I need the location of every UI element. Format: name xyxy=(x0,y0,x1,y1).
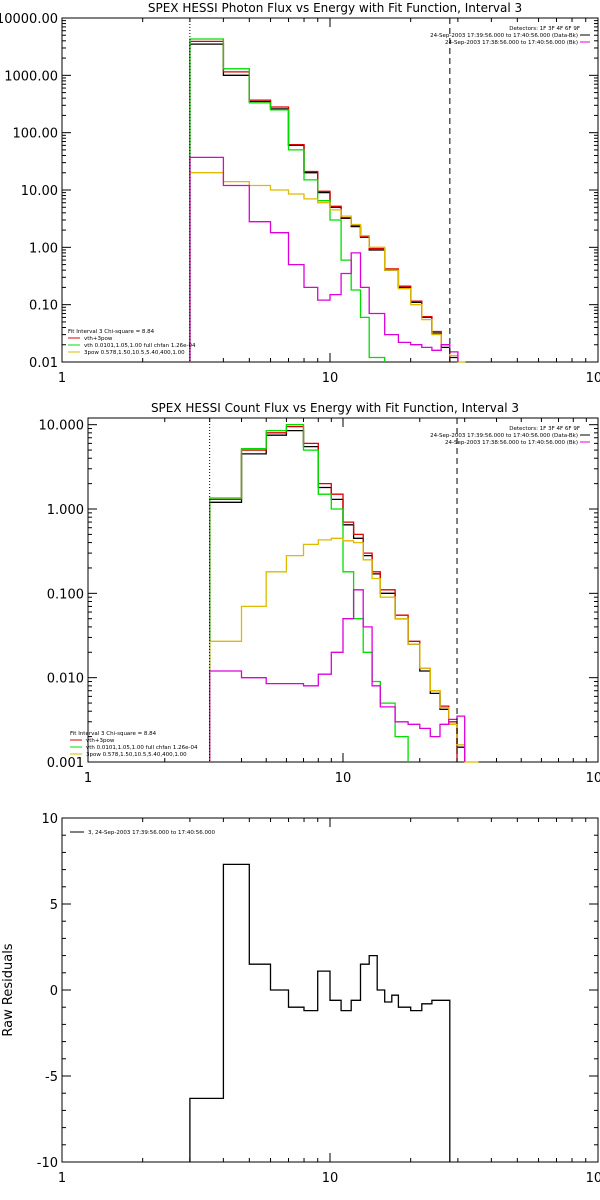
photon-flux-info-bk-interval: 24-Sep-2003 17:38:56.000 to 17:40:56.000… xyxy=(445,40,578,46)
x-tick-label: 100 xyxy=(586,371,600,386)
photon-flux-axis-ticks: 1 10 100 0.01 0.10 1.00 10.00 100.00 1000.00 1000… xyxy=(0,12,600,386)
series-step-line xyxy=(209,589,466,762)
photon-flux-title: SPEX HESSI Photon Flux vs Energy with Fi… xyxy=(148,1,522,15)
series-step-line xyxy=(189,40,451,362)
count-flux-fit-line-1: vth+3pow xyxy=(86,738,115,744)
y-tick-label: 0.010 xyxy=(47,672,84,687)
photon-flux-info-box: Detectors: 1F 3F 4F 6F 9F 24-Sep-2003 17… xyxy=(430,26,590,46)
x-tick-label: 100 xyxy=(586,1171,600,1186)
x-tick-label: 10 xyxy=(322,1171,339,1186)
count-flux-plot-frame xyxy=(87,417,599,763)
photon-flux-fit-title: Fit Interval 3 Chi-square = 8.84 xyxy=(68,329,155,335)
y-tick-label: 0.01 xyxy=(29,356,58,371)
y-tick-label: 5 xyxy=(50,898,58,913)
photon-flux-info-data-interval: 24-Sep-2003 17:39:56.000 to 17:40:56.000… xyxy=(430,33,578,39)
photon-flux-fit-line-2: vth 0.0101,1.05,1.00 full chfan 1.26e-04 xyxy=(84,343,196,349)
count-flux-title: SPEX HESSI Count Flux vs Energy with Fit… xyxy=(151,401,519,415)
y-tick-label: -5 xyxy=(45,1070,58,1085)
y-tick-label: 10000.00 xyxy=(0,12,58,27)
residuals-axis-ticks: 1 10 100 -10 -5 0 5 10 xyxy=(37,812,600,1186)
count-flux-fit-line-3: 3pow 0.578,1.50,10.5,5.40,400,1.00 xyxy=(86,752,187,758)
x-tick-label: 10 xyxy=(335,771,352,786)
count-flux-axis-ticks: 1 10 100 0.001 0.010 0.100 1.000 10.000 xyxy=(39,418,600,786)
count-flux-fit-legend: Fit Interval 3 Chi-square = 8.84 vth+3po… xyxy=(70,731,198,758)
x-tick-label: 1 xyxy=(84,771,92,786)
y-tick-label: 0.100 xyxy=(47,587,84,602)
residuals-legend-label: 3, 24-Sep-2003 17:39:56.000 to 17:40:56.… xyxy=(88,830,215,836)
series-step-line xyxy=(209,429,466,762)
count-flux-fit-line-2: vth 0.0101,1.05,1.00 full chfan 1.26e-04 xyxy=(86,745,198,751)
count-flux-fit-title: Fit Interval 3 Chi-square = 8.84 xyxy=(70,731,157,737)
photon-flux-fit-legend: Fit Interval 3 Chi-square = 8.84 vth+3po… xyxy=(68,329,196,356)
photon-flux-curves xyxy=(189,38,466,363)
residuals-curves xyxy=(189,863,451,1162)
y-tick-label: 0.001 xyxy=(47,756,84,771)
x-tick-label: 10 xyxy=(322,371,339,386)
photon-flux-info-detectors: Detectors: 1F 3F 4F 6F 9F xyxy=(509,26,580,32)
photon-flux-plot-frame xyxy=(61,17,599,363)
y-tick-label: 10.000 xyxy=(39,419,85,434)
photon-flux-fit-line-3: 3pow 0.578,1.50,10.5,5.40,400,1.00 xyxy=(84,350,185,356)
photon-flux-panel: SPEX HESSI Photon Flux vs Energy with Fi… xyxy=(0,1,600,386)
series-step-line xyxy=(189,38,386,362)
residuals-panel: Raw Residuals 1 10 100 -10 -5 0 5 10 3, 24-Sep-… xyxy=(1,812,600,1186)
series-step-line xyxy=(189,863,451,1162)
series-step-line xyxy=(189,172,466,363)
count-flux-panel: SPEX HESSI Count Flux vs Energy with Fit… xyxy=(39,401,600,786)
series-step-line xyxy=(189,156,459,362)
series-step-line xyxy=(209,424,409,762)
y-tick-label: 10.00 xyxy=(21,184,58,199)
y-tick-label: 0.10 xyxy=(29,299,58,314)
count-flux-range-markers xyxy=(209,418,458,762)
residuals-legend: 3, 24-Sep-2003 17:39:56.000 to 17:40:56.… xyxy=(70,830,215,836)
y-tick-label: 1.000 xyxy=(47,503,84,518)
y-tick-label: 100.00 xyxy=(13,127,59,142)
photon-flux-range-markers xyxy=(189,18,451,362)
count-flux-info-box: Detectors: 1F 3F 4F 6F 9F 24-Sep-2003 17… xyxy=(430,426,590,446)
y-tick-label: 10 xyxy=(41,812,58,827)
x-tick-label: 1 xyxy=(58,1171,66,1186)
y-tick-label: 1000.00 xyxy=(4,69,58,84)
count-flux-curves xyxy=(209,424,479,763)
x-tick-label: 100 xyxy=(586,771,600,786)
photon-flux-fit-line-1: vth+3pow xyxy=(84,336,113,342)
residuals-y-label: Raw Residuals xyxy=(1,943,16,1036)
series-step-line xyxy=(209,425,458,762)
y-tick-label: 0 xyxy=(50,984,58,999)
series-step-line xyxy=(209,537,479,763)
y-tick-label: -10 xyxy=(37,1156,58,1171)
y-tick-label: 1.00 xyxy=(29,241,58,256)
x-tick-label: 1 xyxy=(58,371,66,386)
count-flux-info-detectors: Detectors: 1F 3F 4F 6F 9F xyxy=(509,426,580,432)
count-flux-info-bk-interval: 24-Sep-2003 17:38:56.000 to 17:40:56.000… xyxy=(445,440,578,446)
count-flux-info-data-interval: 24-Sep-2003 17:39:56.000 to 17:40:56.000… xyxy=(430,433,578,439)
